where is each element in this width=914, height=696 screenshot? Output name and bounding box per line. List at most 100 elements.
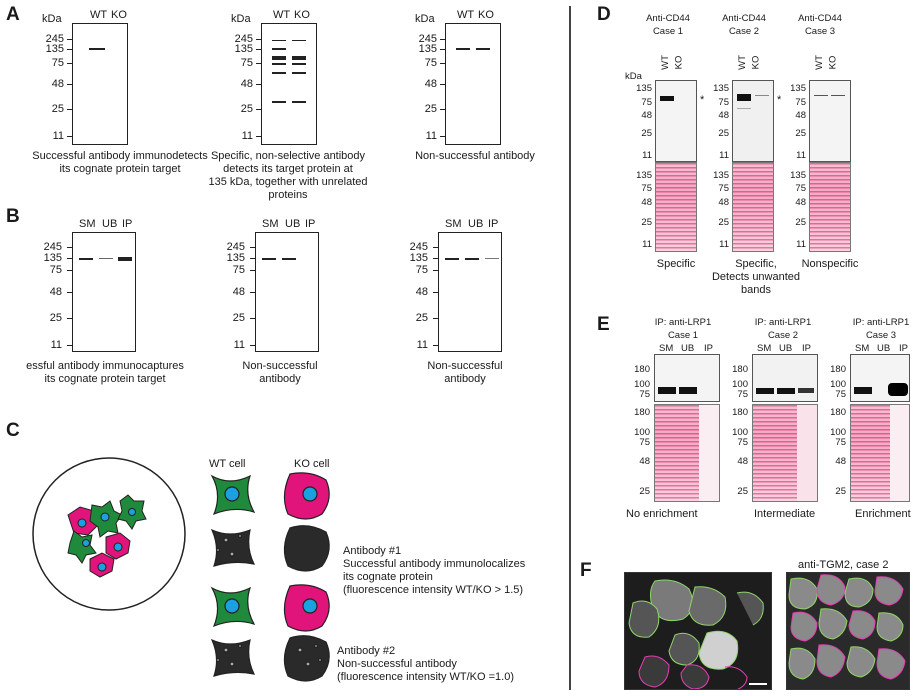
lane-ko: KO [478, 9, 494, 21]
d-lane-wt: WT [659, 55, 671, 70]
d-ponceau-2 [732, 162, 774, 252]
tick-label: 25 [49, 312, 62, 324]
tick-label: 48 [232, 286, 245, 298]
antibody1-title: Antibody #1 [343, 545, 402, 557]
tick-label: 135 [43, 252, 62, 264]
f-micrograph-2 [786, 572, 910, 690]
e-title-2: IP: anti-LRP1 Case 2 [754, 317, 812, 341]
tick-label: 25 [51, 103, 64, 115]
d-lane-ko: KO [673, 55, 685, 70]
tick-label: 245 [43, 241, 62, 253]
tick-label: 11 [52, 130, 64, 142]
tick-label: 75 [232, 264, 245, 276]
kda-label: kDa [42, 13, 62, 25]
lane-ip: IP [488, 218, 499, 230]
d-ponceau-1 [655, 162, 697, 252]
f-title: anti-TGM2, case 2 [798, 559, 889, 571]
blot-frame [438, 232, 502, 352]
lane-ub: UB [285, 218, 301, 230]
d-lane-ko: KO [827, 55, 839, 70]
kda-label: kDa [231, 13, 251, 25]
tick-label: 135 [409, 252, 428, 264]
blot-frame [261, 23, 317, 145]
tick-label: 245 [45, 33, 64, 45]
lane-ko: KO [294, 9, 310, 21]
tick-label: 135 [418, 43, 437, 55]
lane-sm: SM [79, 218, 96, 230]
panel-label-f: F [580, 560, 592, 581]
blot-frame [72, 232, 136, 352]
tick-label: 48 [424, 78, 437, 90]
blot-frame [72, 23, 128, 145]
e-lane-ip: IP [899, 343, 908, 354]
d-ponceau-3 [809, 162, 851, 252]
d-star-1: * [700, 94, 705, 106]
panel-label-e: E [597, 314, 610, 335]
tick-label: 245 [234, 33, 253, 45]
caption-b1: essful antibody immunocaptures its cogna… [26, 360, 184, 385]
tick-label: 75 [51, 57, 64, 69]
tick-label: 75 [424, 57, 437, 69]
lane-sm: SM [262, 218, 279, 230]
tick-label: 25 [415, 312, 428, 324]
d-kda: kDa [625, 71, 642, 82]
blot-frame [255, 232, 319, 352]
lane-wt: WT [90, 9, 108, 21]
antibody1-desc: Successful antibody immunolocalizes its … [343, 558, 526, 596]
lane-wt: WT [273, 9, 291, 21]
tick-label: 245 [418, 33, 437, 45]
panel-label-b: B [6, 206, 20, 227]
e-lane-sm: SM [659, 343, 674, 354]
d-blot-2 [732, 80, 774, 162]
e-blot-1 [654, 354, 720, 402]
d-lane-wt: WT [736, 55, 748, 70]
cell-comparison-diagram [210, 472, 330, 682]
d-caption-1: Specific [656, 258, 696, 270]
e-lane-ip: IP [704, 343, 713, 354]
e-caption-3: Enrichment [855, 508, 911, 520]
tick-label: 135 [226, 252, 245, 264]
lane-wt: WT [457, 9, 475, 21]
d-lane-ko: KO [750, 55, 762, 70]
d-title-1: Anti-CD44 Case 1 [646, 13, 690, 37]
lane-ip: IP [122, 218, 133, 230]
f-micrograph-1 [624, 572, 772, 690]
e-caption-2: Intermediate [754, 508, 816, 520]
d-title-2: Anti-CD44 Case 2 [722, 13, 766, 37]
d-blot-3 [809, 80, 851, 162]
e-blot-2 [752, 354, 818, 402]
lane-ko: KO [111, 9, 127, 21]
e-lane-ub: UB [779, 343, 793, 354]
tick-label: 11 [416, 339, 428, 351]
e-lane-ub: UB [877, 343, 891, 354]
tick-label: 75 [415, 264, 428, 276]
tick-label: 25 [232, 312, 245, 324]
caption-b2: Non-successful antibody [242, 360, 318, 385]
tick-label: 11 [425, 130, 437, 142]
e-lane-ip: IP [802, 343, 811, 354]
tick-label: 25 [240, 103, 253, 115]
kda-label: kDa [415, 13, 435, 25]
d-caption-2: Specific, Detects unwanted bands [711, 258, 801, 296]
e-lane-ub: UB [681, 343, 695, 354]
antibody2-desc: Non-successful antibody (fluorescence in… [337, 658, 514, 683]
d-title-3: Anti-CD44 Case 3 [798, 13, 842, 37]
d-lane-wt: WT [813, 55, 825, 70]
caption-a2: Specific, non-selective antibody detects… [208, 150, 368, 201]
e-title-1: IP: anti-LRP1 Case 1 [654, 317, 712, 341]
tick-label: 48 [49, 286, 62, 298]
tick-label: 75 [240, 57, 253, 69]
tick-label: 245 [226, 241, 245, 253]
e-title-3: IP: anti-LRP1 Case 3 [852, 317, 910, 341]
tick-label: 11 [241, 130, 253, 142]
d-caption-3: Nonspecific [801, 258, 859, 270]
tick-label: 75 [49, 264, 62, 276]
panel-label-c: C [6, 420, 20, 441]
vertical-divider [569, 6, 571, 690]
tick-label: 25 [424, 103, 437, 115]
panel-label-a: A [6, 4, 20, 25]
d-blot-1 [655, 80, 697, 162]
lane-sm: SM [445, 218, 462, 230]
tick-label: 48 [51, 78, 64, 90]
band [89, 48, 105, 50]
